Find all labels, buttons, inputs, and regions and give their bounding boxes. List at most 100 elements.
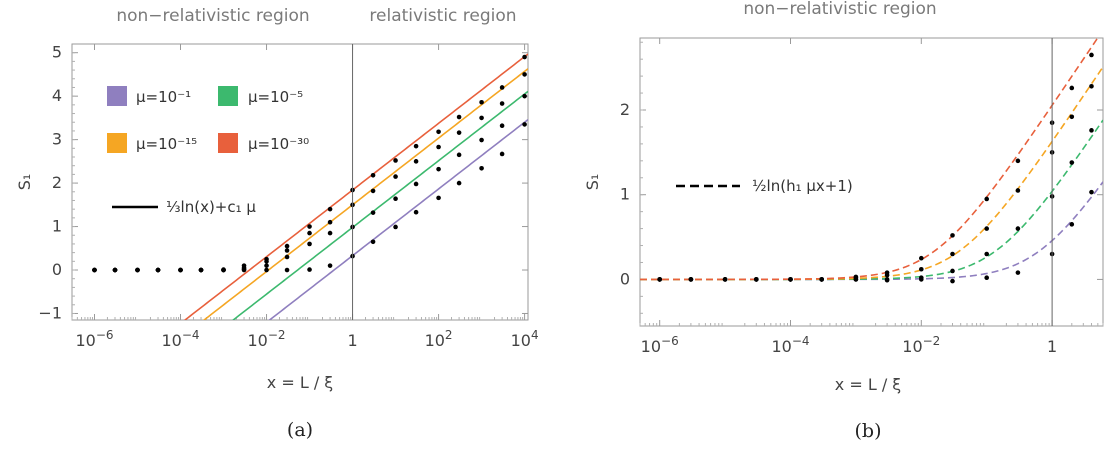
data-point [1069, 160, 1075, 165]
x-tick-label: 10−2 [902, 334, 940, 356]
series-line [231, 90, 528, 320]
data-point [884, 277, 890, 282]
x-tick-label: 10−6 [75, 328, 113, 350]
data-point [456, 152, 462, 158]
data-point [413, 143, 419, 149]
legend-fit-label-b: ½ln(h₁ μx+1) [752, 177, 853, 195]
legend-swatch-mu15 [107, 133, 127, 153]
x-tick-label: 10−4 [161, 328, 199, 350]
y-tick-label: 2 [52, 173, 62, 192]
data-point [413, 209, 419, 215]
series-line [183, 53, 528, 320]
x-tick-label: 104 [511, 328, 539, 350]
y-tick-label: 3 [52, 130, 62, 149]
x-tick-label: 10−4 [771, 334, 809, 356]
x-axis-label-b: x = L / ξ [835, 375, 902, 394]
data-point [264, 256, 269, 262]
data-point [950, 233, 955, 238]
data-point [284, 254, 290, 260]
data-points-b [657, 52, 1094, 284]
y-axis-label-b: S₁ [583, 174, 602, 191]
data-point [1069, 85, 1075, 91]
series-line [640, 66, 1103, 281]
legend-swatch-mu30 [218, 133, 238, 153]
data-point [984, 226, 990, 231]
y-tick-label: 2 [620, 100, 630, 119]
data-point [753, 277, 759, 282]
caption-a: (a) [287, 419, 313, 441]
data-point [950, 251, 955, 257]
x-tick-label: 10−2 [248, 328, 286, 350]
series-line [640, 38, 1099, 281]
data-point [370, 210, 376, 215]
data-point [950, 278, 955, 284]
data-point [284, 248, 290, 253]
y-tick-label: 5 [52, 43, 62, 62]
data-point [522, 54, 527, 60]
y-tick-label: 1 [620, 185, 630, 204]
data-point [688, 277, 694, 282]
data-point [1089, 83, 1094, 89]
data-point [984, 251, 990, 257]
data-point [178, 267, 183, 273]
data-points-a [92, 54, 527, 273]
data-point [327, 219, 333, 225]
data-point [307, 241, 312, 247]
plot-frame-b [639, 37, 1104, 327]
x-tick-label: 102 [425, 328, 453, 350]
data-point [499, 85, 505, 90]
caption-b: (b) [855, 420, 882, 442]
data-point [413, 181, 419, 187]
data-point [819, 277, 824, 282]
legend-swatch-mu5 [218, 86, 238, 106]
data-point [155, 267, 161, 273]
data-point [853, 274, 859, 280]
ticks-b: 10−6 10−4 10−2 1 0 1 2 [620, 38, 1104, 356]
data-point [307, 224, 312, 229]
y-tick-label: 0 [620, 269, 630, 288]
data-point [393, 158, 398, 163]
data-point [241, 263, 247, 268]
data-point [370, 188, 376, 194]
data-point [327, 263, 333, 268]
x-tick-label: 1 [347, 331, 357, 350]
data-point [456, 130, 462, 135]
y-tick-label: −1 [38, 303, 62, 322]
data-point [307, 267, 312, 272]
data-point [327, 206, 333, 212]
data-point [499, 101, 505, 106]
data-point [919, 275, 924, 281]
x-axis-label-a: x = L / ξ [267, 373, 334, 392]
data-point [198, 267, 204, 273]
data-point [436, 195, 441, 201]
x-tick-label: 10−6 [641, 334, 679, 356]
data-point [479, 137, 484, 143]
data-point [479, 115, 484, 121]
data-point [112, 267, 118, 273]
data-point [327, 230, 333, 236]
data-point [1069, 222, 1075, 227]
legend-fit-label-a: ⅓ln(x)+c₁ μ [166, 198, 256, 216]
data-point [884, 270, 890, 275]
data-point [1015, 188, 1021, 193]
data-point [1015, 270, 1021, 275]
legend-label-mu5: μ=10⁻⁵ [248, 88, 303, 106]
data-point [950, 268, 955, 274]
data-point [135, 267, 140, 273]
region-label-nonrel-b: non−relativistic region [743, 0, 936, 19]
data-point [522, 72, 527, 77]
data-point [984, 275, 990, 281]
data-point [393, 174, 398, 179]
data-point [92, 267, 97, 273]
fit-curves-b [640, 38, 1103, 281]
legend-swatch-mu1 [107, 86, 127, 106]
series-line [640, 181, 1103, 281]
data-point [984, 196, 990, 202]
data-point [1069, 114, 1075, 120]
legend-label-mu1: μ=10⁻¹ [136, 88, 191, 106]
y-tick-label: 0 [52, 260, 62, 279]
data-point [456, 180, 462, 186]
data-point [657, 277, 662, 282]
data-point [1089, 189, 1094, 195]
